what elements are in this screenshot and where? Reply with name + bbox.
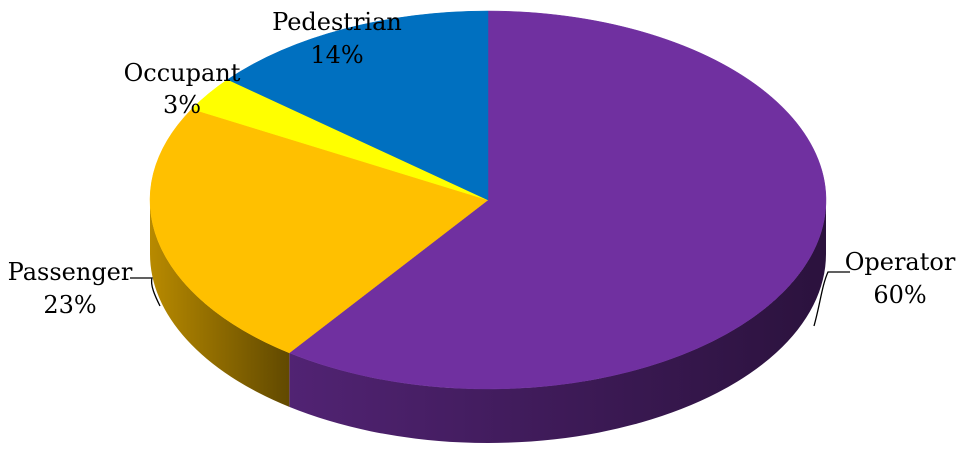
leader-line-operator xyxy=(813,271,850,327)
slice-operator xyxy=(288,10,827,390)
slice-label-passenger-value: 23% xyxy=(43,291,96,319)
slice-label-occupant-name: Occupant xyxy=(124,59,241,87)
slice-pedestrian xyxy=(227,10,489,201)
slice-label-occupant-value: 3% xyxy=(163,91,201,119)
leader-line-passenger xyxy=(130,277,161,307)
slice-label-operator-name: Operator xyxy=(845,248,956,276)
slice-side-passenger xyxy=(150,200,290,407)
slice-passenger xyxy=(149,108,489,354)
slice-side-operator xyxy=(289,200,826,443)
slice-label-pedestrian-value: 14% xyxy=(310,41,363,69)
label-leader-lines xyxy=(130,271,850,327)
pie-top-faces xyxy=(149,10,827,390)
pie-side-walls xyxy=(150,200,826,443)
slice-label-operator-value: 60% xyxy=(873,281,926,309)
slice-label-pedestrian-name: Pedestrian xyxy=(272,8,402,36)
slice-label-passenger-name: Passenger xyxy=(8,258,133,286)
